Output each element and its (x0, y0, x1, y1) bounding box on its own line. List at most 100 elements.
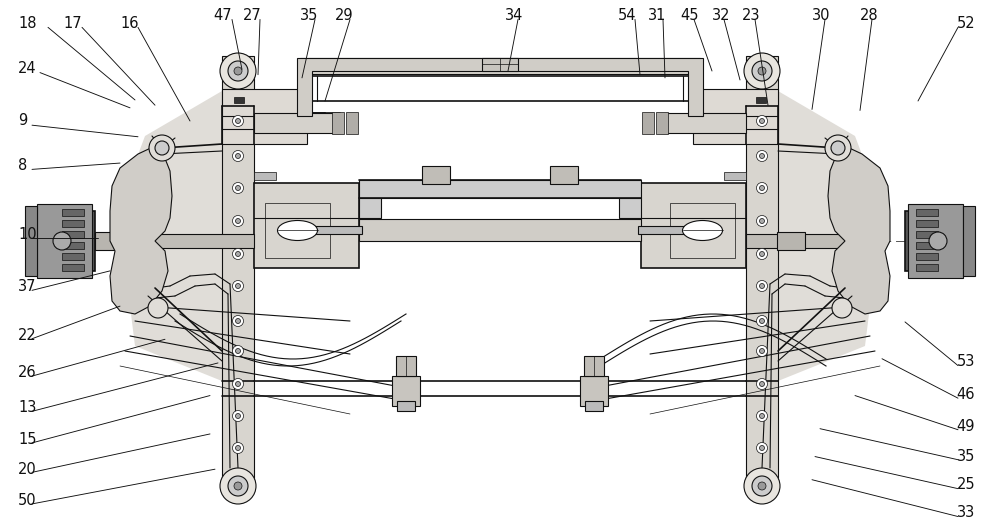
Circle shape (232, 442, 244, 453)
Text: 49: 49 (956, 419, 975, 433)
Bar (222, 89, 307, 144)
Circle shape (757, 216, 768, 227)
Circle shape (757, 150, 768, 161)
Circle shape (757, 116, 768, 126)
Circle shape (234, 482, 242, 490)
Circle shape (228, 61, 248, 81)
Bar (254, 183, 359, 268)
Text: 28: 28 (860, 8, 879, 23)
Text: 9: 9 (18, 114, 27, 128)
Text: 52: 52 (956, 16, 975, 31)
Text: 8: 8 (18, 158, 27, 173)
Text: 23: 23 (742, 8, 761, 23)
Circle shape (744, 468, 780, 504)
Bar (396, 356, 416, 376)
Circle shape (760, 284, 765, 288)
Bar (120, 234, 254, 248)
Bar (916, 242, 938, 249)
Bar (300, 226, 362, 234)
Bar (693, 89, 778, 144)
Bar (550, 166, 578, 184)
Bar (30, 211, 95, 271)
Circle shape (236, 284, 241, 288)
Bar (916, 220, 938, 227)
Bar (62, 220, 84, 227)
Circle shape (236, 186, 241, 190)
Circle shape (236, 349, 241, 353)
Circle shape (236, 154, 241, 158)
Circle shape (220, 53, 256, 89)
Circle shape (760, 186, 765, 190)
Bar (265, 203, 330, 258)
Bar (908, 204, 963, 278)
Bar (346, 112, 358, 134)
Bar (584, 356, 604, 376)
Text: 37: 37 (18, 279, 36, 294)
Bar (254, 113, 339, 133)
Circle shape (236, 218, 241, 224)
Bar (392, 376, 420, 406)
Bar (62, 253, 84, 260)
Bar (62, 231, 84, 238)
Bar (777, 232, 805, 250)
Bar (332, 112, 344, 134)
Circle shape (148, 298, 168, 318)
Bar (585, 401, 603, 411)
Text: 20: 20 (18, 462, 37, 477)
Bar (670, 203, 735, 258)
Bar (916, 264, 938, 271)
Bar (359, 198, 381, 218)
Bar (746, 234, 880, 248)
Circle shape (232, 280, 244, 291)
Bar (397, 401, 415, 411)
Text: 25: 25 (956, 478, 975, 492)
Circle shape (757, 316, 768, 327)
Text: 54: 54 (618, 8, 637, 23)
Circle shape (232, 150, 244, 161)
Bar (642, 112, 654, 134)
Bar (359, 219, 641, 241)
Text: 30: 30 (812, 8, 831, 23)
Bar (62, 209, 84, 216)
Circle shape (825, 135, 851, 161)
Bar (619, 198, 641, 218)
Polygon shape (828, 146, 890, 314)
Bar (746, 56, 778, 481)
Bar (916, 231, 938, 238)
Circle shape (757, 346, 768, 357)
Circle shape (832, 298, 852, 318)
Bar (300, 58, 700, 74)
Bar (963, 206, 975, 276)
Circle shape (752, 476, 772, 496)
Circle shape (232, 379, 244, 389)
Circle shape (232, 346, 244, 357)
Text: 46: 46 (956, 387, 975, 402)
Text: 17: 17 (63, 16, 82, 31)
Bar (656, 112, 668, 134)
Bar (254, 172, 276, 180)
Bar (916, 253, 938, 260)
Circle shape (760, 446, 765, 450)
Text: 35: 35 (300, 8, 318, 23)
Bar (359, 180, 641, 198)
Circle shape (232, 410, 244, 421)
Circle shape (234, 67, 242, 75)
Circle shape (232, 248, 244, 259)
Text: 47: 47 (213, 8, 232, 23)
Circle shape (760, 349, 765, 353)
Bar (62, 242, 84, 249)
Bar (638, 226, 700, 234)
Bar (661, 113, 746, 133)
Circle shape (220, 468, 256, 504)
Circle shape (236, 413, 241, 419)
Circle shape (228, 476, 248, 496)
Circle shape (760, 154, 765, 158)
Bar (222, 56, 254, 481)
Polygon shape (297, 58, 703, 116)
Circle shape (236, 251, 241, 257)
Text: 22: 22 (18, 328, 37, 342)
Text: 27: 27 (243, 8, 262, 23)
Text: 15: 15 (18, 432, 36, 447)
Circle shape (757, 248, 768, 259)
Bar (482, 58, 518, 71)
